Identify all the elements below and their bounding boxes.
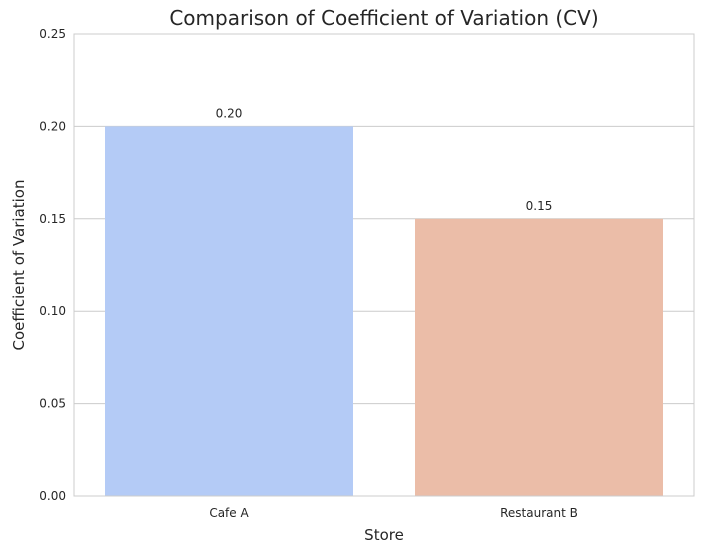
x-tick-label: Cafe A	[209, 506, 249, 520]
chart-title: Comparison of Coefficient of Variation (…	[169, 6, 598, 30]
y-tick-label: 0.05	[39, 397, 66, 411]
bar-value-labels: 0.20 0.15	[216, 106, 553, 212]
y-tick-label: 0.00	[39, 489, 66, 503]
x-axis-ticks: Cafe A Restaurant B	[209, 506, 578, 520]
bar-value-label: 0.20	[216, 106, 243, 120]
plot-frame	[73, 33, 695, 497]
y-tick-label: 0.10	[39, 304, 66, 318]
y-tick-label: 0.25	[39, 27, 66, 41]
y-axis-label: Coefficient of Variation	[10, 180, 28, 351]
y-tick-label: 0.15	[39, 212, 66, 226]
y-tick-label: 0.20	[39, 119, 66, 133]
x-tick-label: Restaurant B	[500, 506, 578, 520]
bars	[105, 126, 663, 497]
x-axis-label: Store	[364, 526, 404, 544]
bar	[415, 218, 663, 497]
bar-value-label: 0.15	[526, 199, 553, 213]
bar	[105, 126, 353, 497]
y-axis-ticks: 0.00 0.05 0.10 0.15 0.20 0.25	[39, 27, 66, 503]
